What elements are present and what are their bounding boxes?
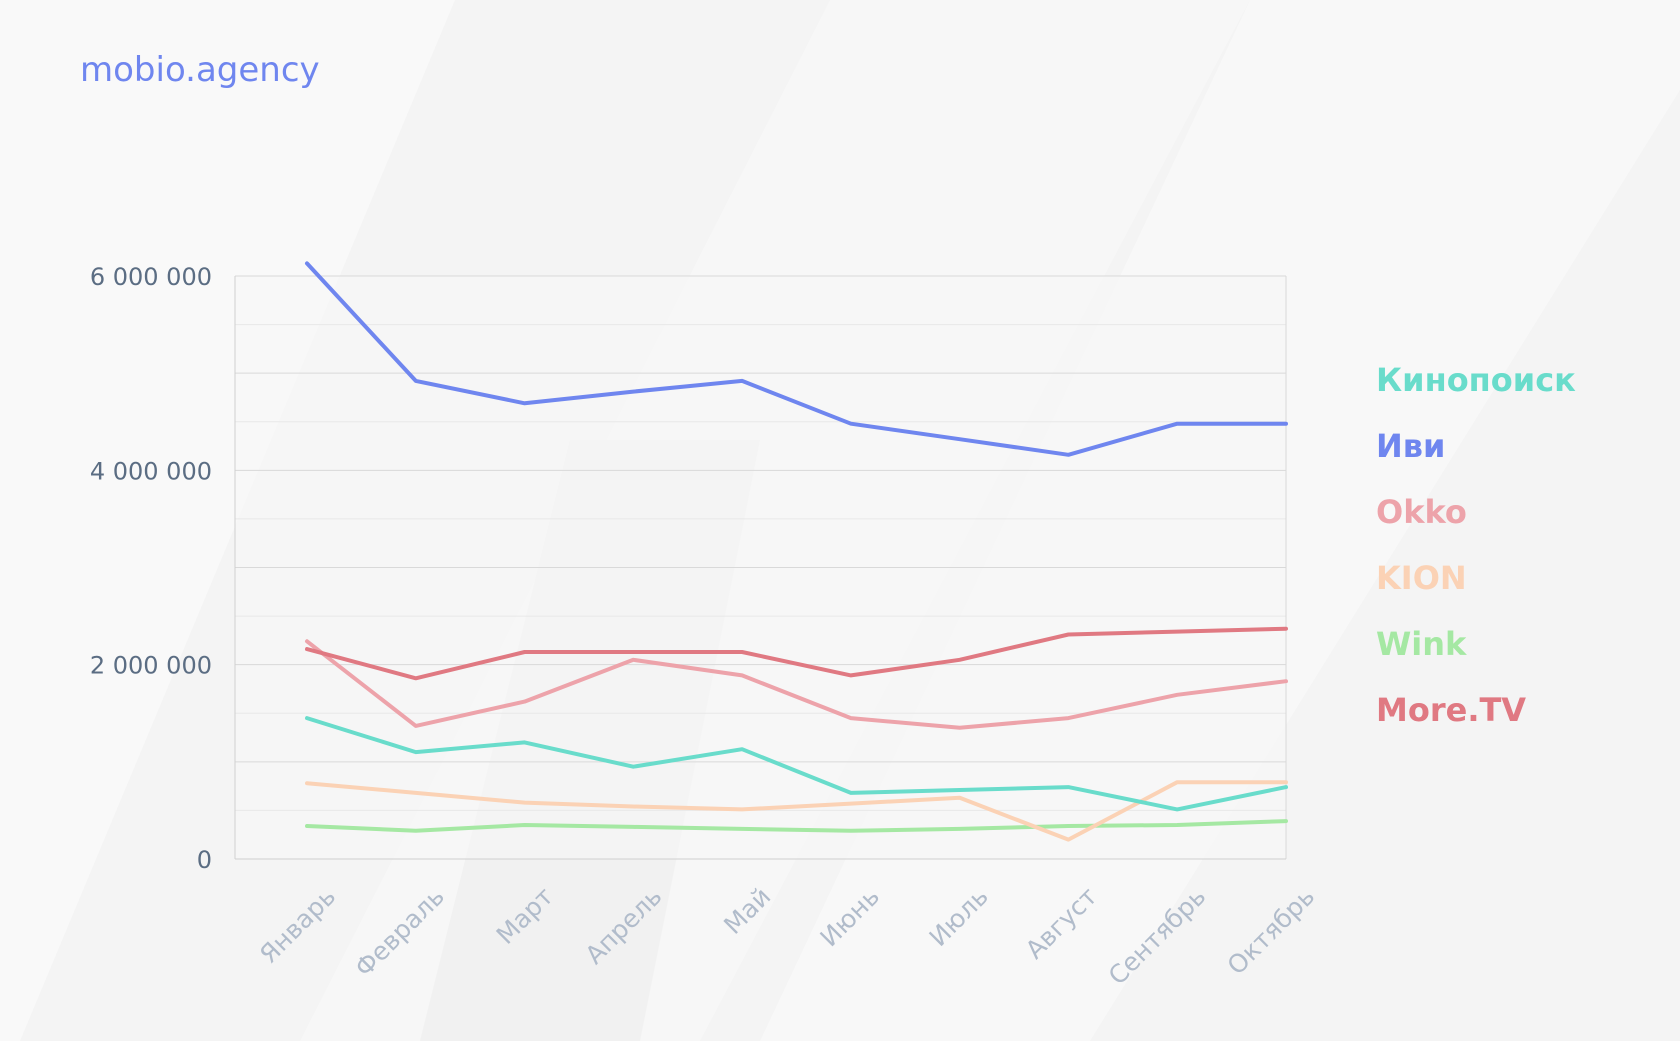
x-tick-label: Сентябрь bbox=[1103, 882, 1212, 991]
y-tick-label: 6 000 000 bbox=[90, 263, 212, 291]
series-line-1 bbox=[305, 261, 1288, 457]
x-tick-label: Февраль bbox=[349, 882, 450, 983]
legend-item: Кинопоиск bbox=[1376, 361, 1576, 399]
x-tick-label: Январь bbox=[254, 882, 341, 969]
x-tick-label: Июнь bbox=[815, 882, 886, 953]
x-tick-label: Октябрь bbox=[1222, 882, 1321, 981]
series-line-3 bbox=[305, 780, 1288, 842]
legend-item: Иви bbox=[1376, 427, 1446, 465]
x-tick-label: Март bbox=[491, 882, 559, 950]
y-tick-label: 2 000 000 bbox=[90, 652, 212, 680]
series-line-4 bbox=[305, 819, 1288, 833]
chart-legend: Кинопоиск Иви Okko KION Wink More.TV bbox=[1376, 360, 1576, 756]
legend-item: Wink bbox=[1376, 625, 1467, 663]
brand-logo-text: mobio.agency bbox=[80, 50, 320, 90]
x-tick-label: Июль bbox=[924, 882, 994, 952]
y-tick-label: 0 bbox=[197, 846, 212, 874]
series-line-5 bbox=[305, 626, 1288, 681]
x-tick-label: Апрель bbox=[580, 882, 668, 970]
series-line-0 bbox=[305, 716, 1288, 812]
series-line-2 bbox=[305, 639, 1288, 730]
x-tick-label: Август bbox=[1020, 882, 1103, 965]
y-tick-label: 4 000 000 bbox=[90, 457, 212, 485]
legend-item: Okko bbox=[1376, 493, 1467, 531]
legend-item: More.TV bbox=[1376, 691, 1527, 729]
legend-item: KION bbox=[1376, 559, 1467, 597]
x-tick-label: Май bbox=[718, 882, 776, 940]
